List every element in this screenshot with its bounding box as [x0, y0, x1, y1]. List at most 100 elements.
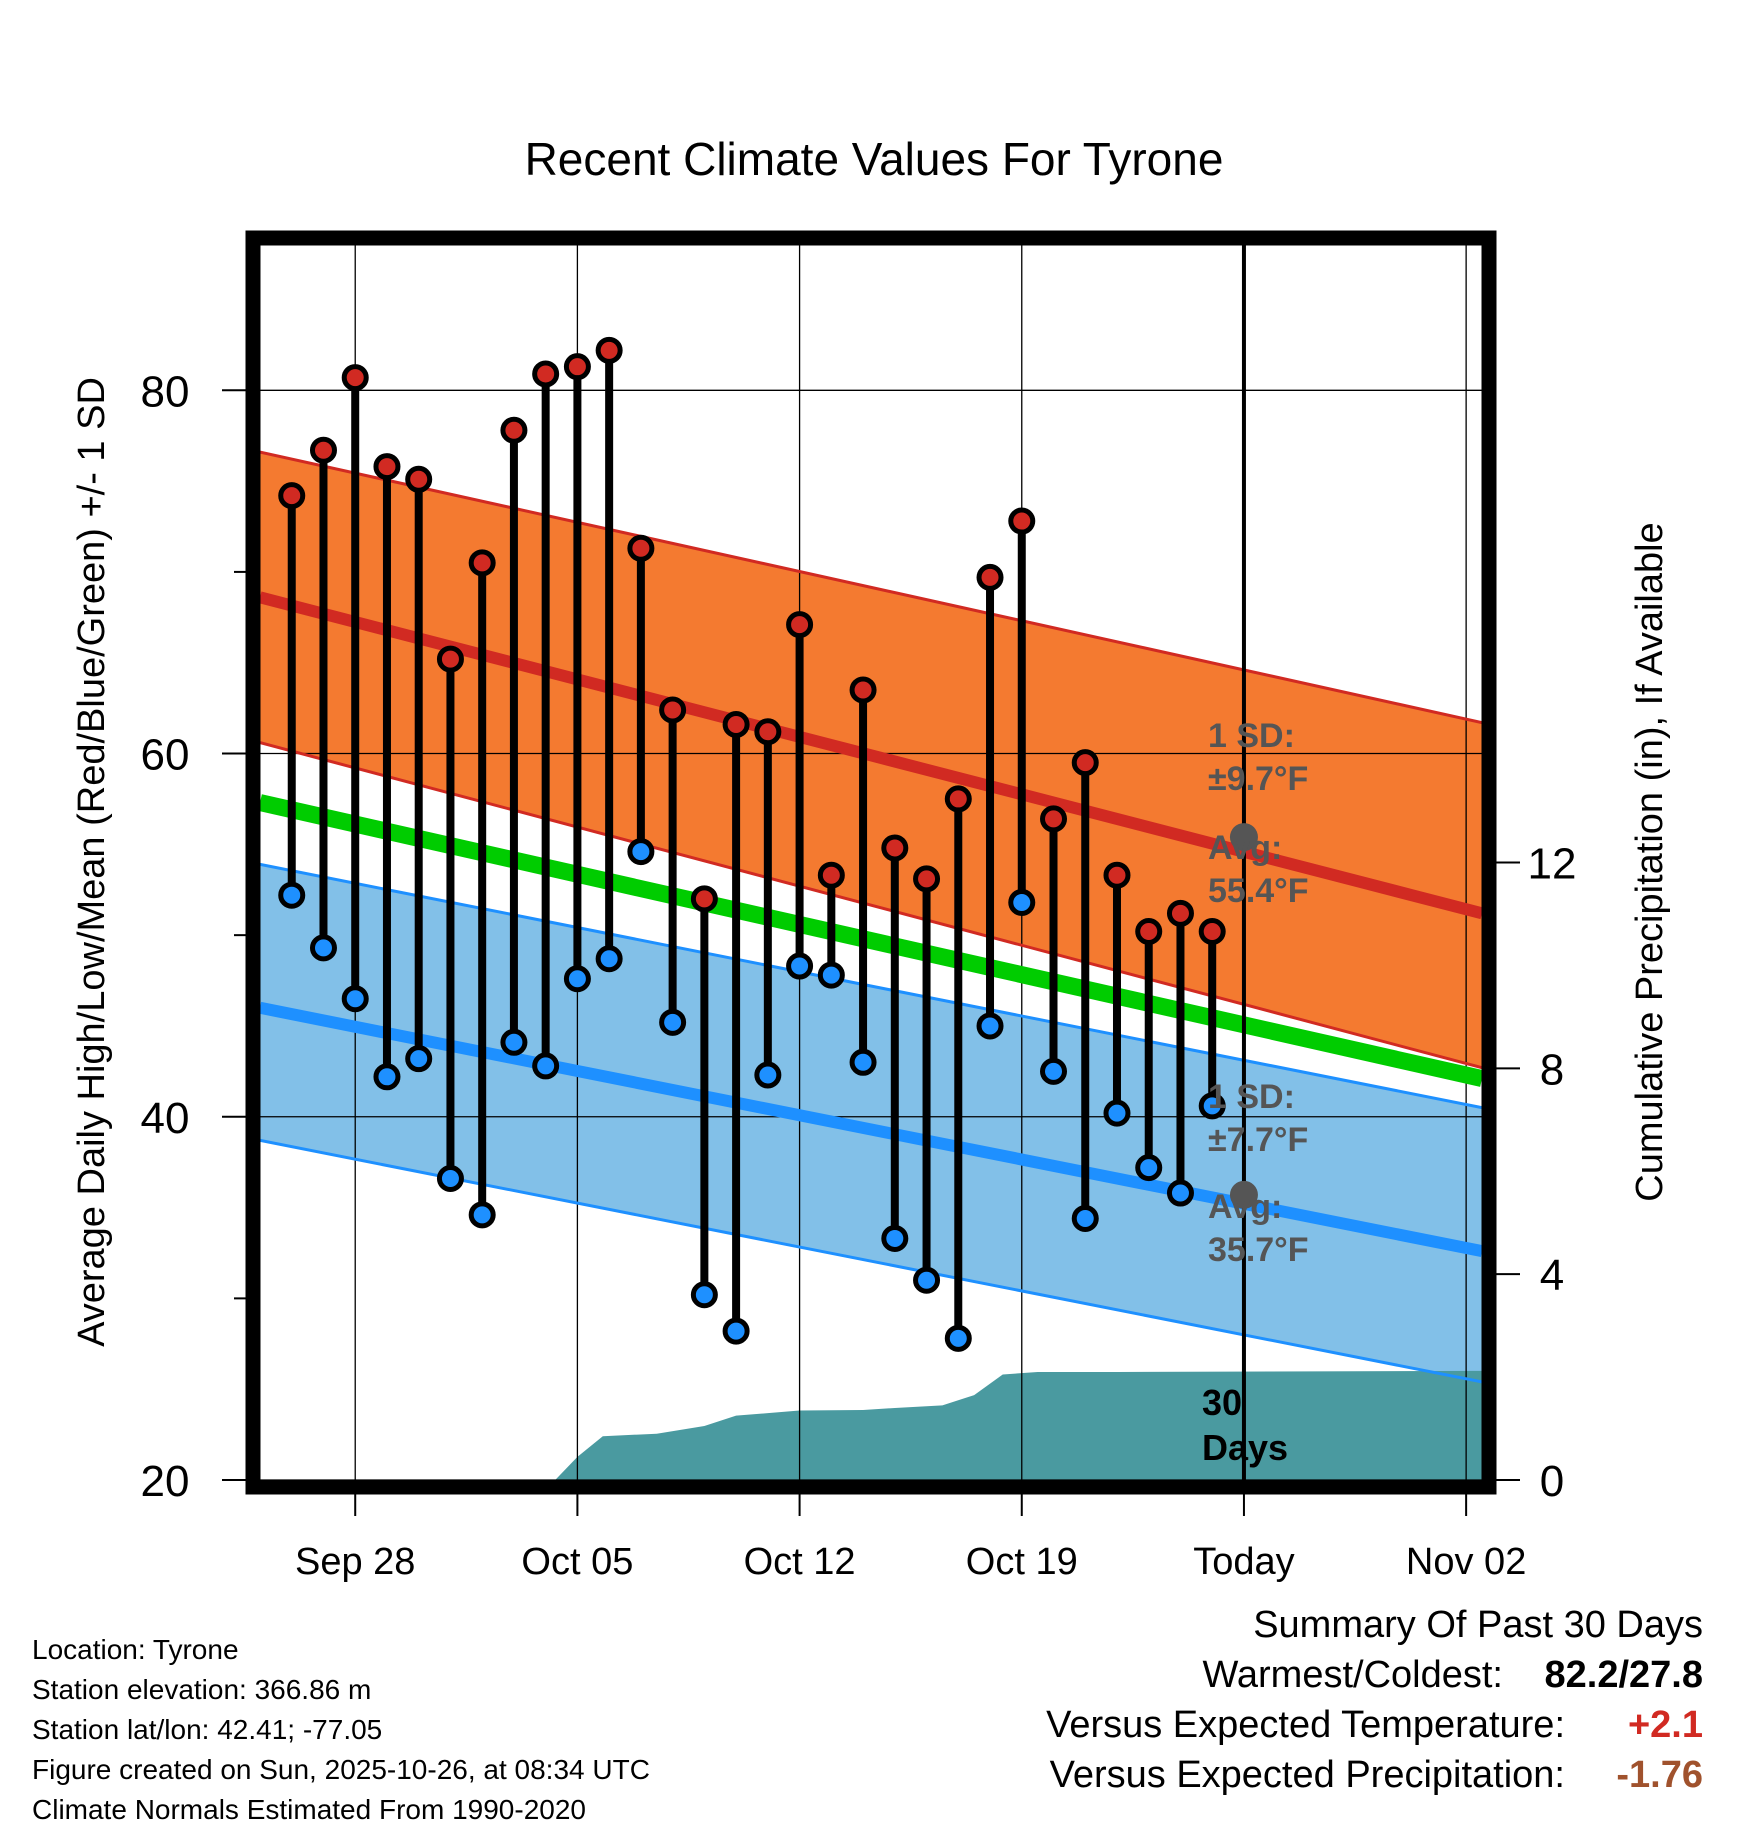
low-sd-value: ±7.7°F: [1208, 1121, 1308, 1159]
x-tick-label: Today: [1193, 1541, 1294, 1583]
daily-high-point: [754, 718, 782, 746]
high-sd-value: ±9.7°F: [1208, 760, 1308, 798]
y-tick-label: 20: [141, 1457, 190, 1506]
daily-high-point: [690, 885, 718, 913]
daily-high-point: [976, 563, 1004, 591]
daily-low-point: [1008, 888, 1036, 916]
plot-frame: [245, 230, 1497, 1495]
daily-low-point: [500, 1028, 528, 1056]
precip-area: [555, 1370, 1482, 1480]
avg-low-line: [260, 1001, 1482, 1258]
x-tick-label: Nov 02: [1406, 1541, 1526, 1583]
low-avg-label: Avg:: [1208, 1188, 1282, 1226]
summary-title: Summary Of Past 30 Days: [1253, 1604, 1703, 1646]
daily-high-point: [341, 364, 369, 392]
daily-low-point: [881, 1224, 909, 1252]
daily-high-point: [1040, 805, 1068, 833]
high-sd-upper-line: [260, 450, 1482, 725]
today-avg-high-marker: [1229, 823, 1258, 852]
low-sd-band: [260, 864, 1482, 1382]
daily-high-point: [563, 353, 591, 381]
summary-warm-cold-value: 82.2/27.8: [1544, 1654, 1703, 1696]
x-tick-label: Sep 28: [295, 1541, 415, 1583]
daily-low-point: [1040, 1057, 1068, 1085]
daily-low-point: [690, 1281, 718, 1309]
daily-high-point: [532, 360, 560, 388]
daily-high-point: [1008, 507, 1036, 535]
y-tick-label: 60: [141, 731, 190, 780]
info-location: Location: Tyrone: [32, 1634, 239, 1665]
daily-high-point: [944, 785, 972, 813]
daily-low-point: [627, 838, 655, 866]
x-tick-label: Oct 12: [744, 1541, 856, 1583]
info-latlon: Station lat/lon: 42.41; -77.05: [32, 1714, 383, 1745]
daily-high-point: [468, 549, 496, 577]
daily-high-point: [436, 645, 464, 673]
daily-low-point: [405, 1045, 433, 1073]
daily-high-point: [1166, 899, 1194, 927]
daily-high-point: [786, 611, 814, 639]
daily-high-point: [817, 861, 845, 889]
precip-days-label: Days: [1202, 1427, 1288, 1468]
x-tick-label: Oct 05: [521, 1541, 633, 1583]
daily-high-point: [881, 834, 909, 862]
low-sd-label: 1 SD:: [1208, 1078, 1295, 1116]
daily-low-point: [817, 961, 845, 989]
daily-low-point: [1166, 1179, 1194, 1207]
low-sd-upper-line: [260, 862, 1482, 1110]
daily-low-point: [1103, 1099, 1131, 1127]
high-avg-value: 55.4°F: [1208, 872, 1309, 910]
daily-low-point: [373, 1063, 401, 1091]
daily-low-point: [341, 985, 369, 1013]
daily-high-point: [659, 696, 687, 724]
daily-low-point: [722, 1317, 750, 1345]
daily-low-point: [1071, 1204, 1099, 1232]
high-sd-label: 1 SD:: [1208, 717, 1295, 755]
y-right-tick-label: 12: [1528, 840, 1577, 889]
avg-high-line: [260, 591, 1482, 920]
daily-high-point: [1071, 749, 1099, 777]
today-avg-low-marker: [1229, 1180, 1258, 1209]
daily-low-point: [595, 945, 623, 973]
daily-high-point: [849, 676, 877, 704]
info-normals: Climate Normals Estimated From 1990-2020: [32, 1794, 586, 1825]
precip-days-number: 30: [1202, 1382, 1242, 1423]
y-axis-label: Average Daily High/Low/Mean (Red/Blue/Gr…: [71, 377, 113, 1347]
info-created: Figure created on Sun, 2025-10-26, at 08…: [32, 1754, 650, 1785]
info-elevation: Station elevation: 366.86 m: [32, 1674, 372, 1705]
daily-high-point: [500, 416, 528, 444]
daily-high-point: [309, 436, 337, 464]
daily-high-point: [373, 453, 401, 481]
daily-high-point: [913, 865, 941, 893]
daily-low-point: [309, 934, 337, 962]
daily-low-point: [659, 1008, 687, 1036]
daily-low-point: [436, 1165, 464, 1193]
daily-low-point: [913, 1266, 941, 1294]
daily-low-point: [944, 1324, 972, 1352]
daily-low-point: [468, 1201, 496, 1229]
y-tick-label: 80: [141, 367, 190, 416]
daily-low-point: [1135, 1154, 1163, 1182]
summary-precip-label: Versus Expected Precipitation:: [1049, 1754, 1565, 1796]
chart-title: Recent Climate Values For Tyrone: [525, 133, 1224, 185]
daily-high-point: [722, 710, 750, 738]
daily-high-point: [405, 465, 433, 493]
daily-low-point: [786, 952, 814, 980]
daily-high-point: [278, 482, 306, 510]
y-right-tick-label: 0: [1540, 1457, 1564, 1506]
y-right-tick-label: 4: [1540, 1251, 1564, 1300]
y-right-axis-label: Cumulative Precipitation (in), If Availa…: [1629, 522, 1671, 1201]
high-avg-label: Avg:: [1208, 829, 1282, 867]
daily-low-point: [849, 1048, 877, 1076]
daily-high-point: [1135, 918, 1163, 946]
low-avg-value: 35.7°F: [1208, 1231, 1309, 1269]
daily-low-point: [976, 1012, 1004, 1040]
daily-low-point: [532, 1052, 560, 1080]
y-right-tick-label: 8: [1540, 1045, 1564, 1094]
daily-high-point: [595, 336, 623, 364]
summary-warm-cold-label: Warmest/Coldest:: [1202, 1654, 1503, 1696]
summary-temp-value: +2.1: [1627, 1704, 1703, 1746]
daily-low-point: [754, 1061, 782, 1089]
daily-low-point: [1198, 1092, 1226, 1120]
y-tick-label: 40: [141, 1094, 190, 1143]
